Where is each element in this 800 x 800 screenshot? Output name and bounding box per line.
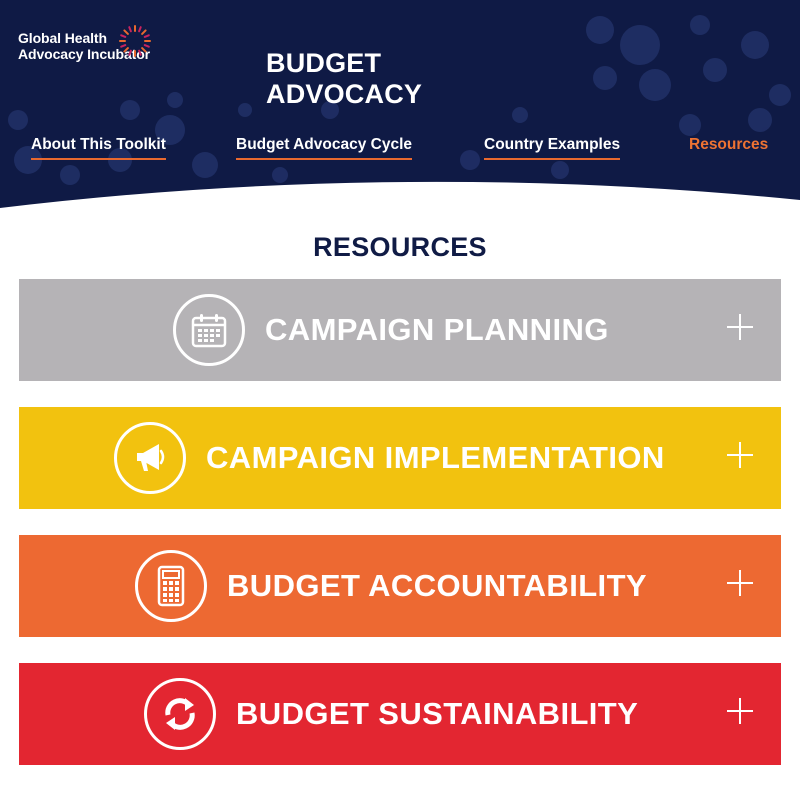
nav-country-examples[interactable]: Country Examples	[484, 136, 621, 160]
starburst-logo-icon	[119, 25, 151, 57]
header-background	[0, 0, 800, 208]
logo-line-2: Advocacy Incubator	[18, 46, 151, 62]
accordion-label: BUDGET ACCOUNTABILITY	[227, 568, 647, 603]
accordion-label: CAMPAIGN IMPLEMENTATION	[206, 440, 665, 475]
calculator-icon	[135, 550, 207, 622]
accordion-campaign-implementation[interactable]: CAMPAIGN IMPLEMENTATION	[19, 407, 781, 509]
plus-icon	[727, 442, 753, 468]
site-title: BUDGET ADVOCACY	[266, 48, 423, 109]
nav-resources[interactable]: Resources	[689, 136, 769, 153]
plus-icon	[727, 570, 753, 596]
megaphone-icon	[114, 422, 186, 494]
accordion-label: BUDGET SUSTAINABILITY	[236, 696, 639, 731]
accordion-budget-accountability[interactable]: BUDGET ACCOUNTABILITY	[19, 535, 781, 637]
page-title: RESOURCES	[313, 232, 487, 262]
accordion-campaign-planning[interactable]: CAMPAIGN PLANNING	[19, 279, 781, 381]
org-logo[interactable]: Global Health Advocacy Incubator	[18, 25, 151, 62]
plus-icon	[727, 314, 753, 340]
site-header: Global Health Advocacy Incubator	[0, 0, 800, 260]
accordion-budget-sustainability[interactable]: BUDGET SUSTAINABILITY	[19, 663, 781, 765]
nav-about-toolkit[interactable]: About This Toolkit	[31, 136, 166, 160]
plus-icon	[727, 698, 753, 724]
logo-line-1: Global Health	[18, 30, 107, 46]
refresh-cycle-icon	[144, 678, 216, 750]
nav-budget-advocacy-cycle[interactable]: Budget Advocacy Cycle	[236, 136, 413, 160]
logo-wordmark: Global Health Advocacy Incubator	[18, 30, 150, 62]
calendar-icon	[173, 294, 245, 366]
accordion-label: CAMPAIGN PLANNING	[265, 312, 609, 347]
